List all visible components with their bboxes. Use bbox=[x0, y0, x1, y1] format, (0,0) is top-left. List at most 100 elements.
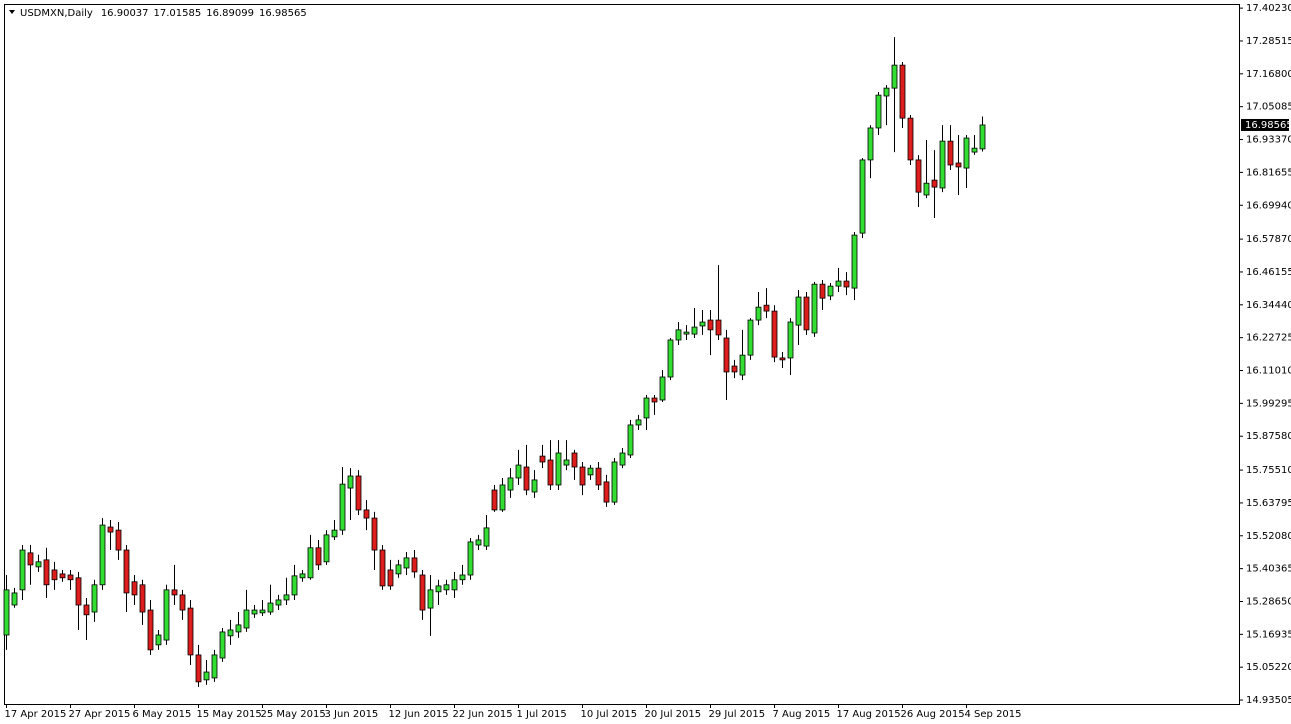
candle-body bbox=[67, 574, 74, 581]
candle-body bbox=[491, 489, 498, 511]
candle-body bbox=[675, 329, 682, 341]
x-tick-label: 4 Sep 2015 bbox=[965, 709, 1022, 720]
candle-body bbox=[971, 147, 978, 153]
y-tick-label: 16.81655 bbox=[1246, 167, 1291, 178]
y-tick-label: 15.87580 bbox=[1246, 431, 1291, 442]
y-tick-label: 16.34440 bbox=[1246, 300, 1291, 311]
header-open: 16.90037 bbox=[101, 8, 149, 19]
y-tick-label: 15.28650 bbox=[1246, 596, 1291, 607]
plot-frame bbox=[4, 4, 1240, 705]
y-tick-label: 16.69940 bbox=[1246, 200, 1291, 211]
candle-body bbox=[499, 484, 506, 511]
header-low: 16.89099 bbox=[206, 8, 254, 19]
candle-body bbox=[627, 424, 634, 456]
candle-body bbox=[147, 609, 154, 651]
candle-body bbox=[723, 337, 730, 373]
candle-body bbox=[555, 452, 562, 486]
candle-body bbox=[571, 452, 578, 468]
y-tick-label: 17.16800 bbox=[1246, 69, 1291, 80]
candle-body bbox=[947, 140, 954, 166]
candle-body bbox=[411, 557, 418, 573]
candle-body bbox=[963, 137, 970, 169]
candle-body bbox=[427, 589, 434, 609]
candle-body bbox=[347, 475, 354, 489]
candle-body bbox=[595, 467, 602, 486]
candle-body bbox=[795, 296, 802, 326]
candle-body bbox=[539, 455, 546, 463]
candle-body bbox=[179, 594, 186, 611]
candle-body bbox=[931, 179, 938, 188]
candle-body bbox=[835, 280, 842, 287]
candle-body bbox=[851, 234, 858, 289]
candle-body bbox=[827, 285, 834, 297]
price-label-bg bbox=[1241, 118, 1289, 131]
candle-body bbox=[787, 321, 794, 359]
candle-body bbox=[875, 94, 882, 129]
candle-body bbox=[619, 452, 626, 466]
candle-body bbox=[323, 534, 330, 563]
candle-body bbox=[691, 326, 698, 335]
candle-body bbox=[547, 459, 554, 486]
candle-body bbox=[643, 397, 650, 419]
y-tick-label: 16.46155 bbox=[1246, 267, 1291, 278]
x-tick-label: 20 Jul 2015 bbox=[645, 709, 702, 720]
y-tick-label: 15.52080 bbox=[1246, 531, 1291, 542]
candle-body bbox=[203, 671, 210, 681]
candle-body bbox=[267, 602, 274, 613]
candle-body bbox=[883, 87, 890, 97]
candle-body bbox=[739, 354, 746, 376]
candle-body bbox=[35, 561, 42, 568]
candle-body bbox=[51, 569, 58, 581]
candle-body bbox=[243, 609, 250, 629]
chart-title: USDMXN,Daily bbox=[20, 8, 93, 19]
candle-body bbox=[3, 589, 10, 636]
x-tick-label: 3 Jun 2015 bbox=[325, 709, 379, 720]
y-tick-label: 17.05085 bbox=[1246, 102, 1291, 113]
candle-body bbox=[483, 527, 490, 547]
candle-body bbox=[475, 539, 482, 546]
candle-body bbox=[443, 584, 450, 591]
candle-body bbox=[715, 319, 722, 336]
candle-body bbox=[435, 585, 442, 593]
y-tick-label: 15.40365 bbox=[1246, 564, 1291, 575]
candle-body bbox=[955, 162, 962, 168]
menu-arrow bbox=[9, 10, 15, 14]
candle-body bbox=[187, 607, 194, 656]
x-tick-label: 17 Apr 2015 bbox=[5, 709, 67, 720]
x-tick-label: 1 Jul 2015 bbox=[517, 709, 567, 720]
candle-body bbox=[515, 464, 522, 479]
candle-body bbox=[747, 319, 754, 356]
candle-body bbox=[419, 574, 426, 611]
candle-body bbox=[227, 629, 234, 637]
candle-body bbox=[403, 557, 410, 569]
candle-body bbox=[907, 117, 914, 161]
y-tick-label: 15.05220 bbox=[1246, 662, 1291, 673]
x-tick-label: 26 Aug 2015 bbox=[901, 709, 965, 720]
candle-body bbox=[139, 584, 146, 613]
x-tick-label: 12 Jun 2015 bbox=[389, 709, 449, 720]
candle-body bbox=[331, 529, 338, 538]
candle-body bbox=[707, 319, 714, 331]
candle-body bbox=[531, 479, 538, 493]
candle-body bbox=[59, 573, 66, 579]
x-tick-label: 7 Aug 2015 bbox=[773, 709, 831, 720]
candle-body bbox=[683, 331, 690, 335]
candle-body bbox=[171, 589, 178, 596]
candle-body bbox=[387, 569, 394, 587]
y-tick-label: 15.99295 bbox=[1246, 398, 1291, 409]
candle-body bbox=[771, 310, 778, 358]
candle-body bbox=[731, 365, 738, 373]
candle-body bbox=[163, 589, 170, 641]
candle-body bbox=[75, 577, 82, 606]
candle-body bbox=[507, 477, 514, 491]
candle-body bbox=[275, 599, 282, 606]
candle-body bbox=[115, 529, 122, 551]
y-tick-label: 15.16935 bbox=[1246, 629, 1291, 640]
candle-body bbox=[899, 64, 906, 119]
candle-body bbox=[339, 483, 346, 531]
candle-body bbox=[219, 631, 226, 659]
candle-body bbox=[251, 609, 258, 615]
candle-body bbox=[371, 517, 378, 551]
candle-body bbox=[19, 549, 26, 591]
